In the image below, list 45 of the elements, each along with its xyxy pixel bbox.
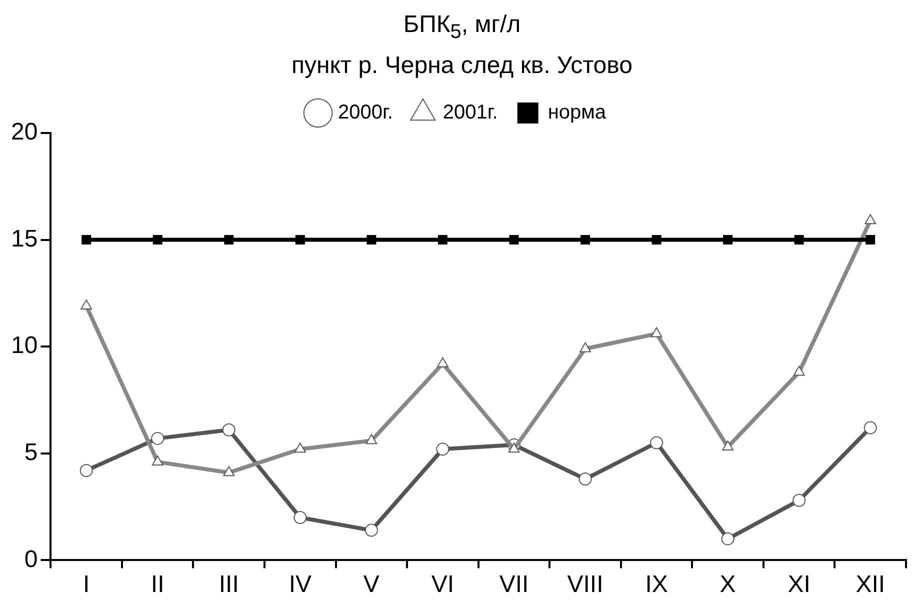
- x-tick-label: V: [363, 571, 380, 598]
- legend-label: 2001г.: [442, 101, 498, 124]
- point: [721, 532, 734, 546]
- point: [864, 421, 877, 434]
- x-tick-label: XII: [856, 571, 886, 598]
- legend-label: 2000г.: [338, 101, 393, 124]
- point: [80, 464, 93, 477]
- y-tick-label: 10: [10, 332, 38, 360]
- point: [866, 234, 876, 244]
- point: [723, 234, 733, 244]
- x-tick-label: X: [720, 571, 736, 598]
- point: [295, 234, 305, 244]
- point: [509, 234, 519, 244]
- point: [792, 494, 806, 507]
- y-tick-label: 0: [24, 546, 38, 573]
- chart-title: БПК$_{5}$, мг/л: [402, 10, 522, 45]
- point: [152, 234, 162, 244]
- x-tick-label: IV: [288, 571, 312, 598]
- point: [580, 234, 590, 244]
- y-tick-label: 20: [10, 118, 38, 146]
- point: [650, 436, 664, 450]
- point: [366, 234, 376, 244]
- point: [82, 234, 92, 244]
- point: [436, 442, 450, 456]
- x-tick-label: VIII: [567, 571, 604, 598]
- point: [224, 234, 234, 244]
- point: [151, 432, 164, 445]
- y-tick-label: 5: [24, 438, 38, 466]
- x-tick-label: XI: [788, 571, 810, 598]
- x-tick-label: I: [82, 571, 90, 598]
- x-tick-label: II: [150, 571, 164, 598]
- point: [578, 472, 592, 486]
- y-tick-label: 15: [10, 225, 38, 252]
- x-tick-label: VII: [499, 571, 529, 598]
- x-tick-label: IX: [645, 571, 668, 598]
- legend-label: норма: [548, 101, 607, 124]
- point: [364, 524, 378, 537]
- point: [794, 234, 804, 244]
- point: [438, 234, 448, 244]
- point: [294, 510, 307, 524]
- point: [652, 234, 662, 244]
- x-tick-label: III: [218, 571, 239, 598]
- chart-subtitle: пункт р. Черна след кв. Устово: [290, 50, 634, 81]
- point: [222, 423, 236, 436]
- x-tick-label: VI: [431, 571, 454, 598]
